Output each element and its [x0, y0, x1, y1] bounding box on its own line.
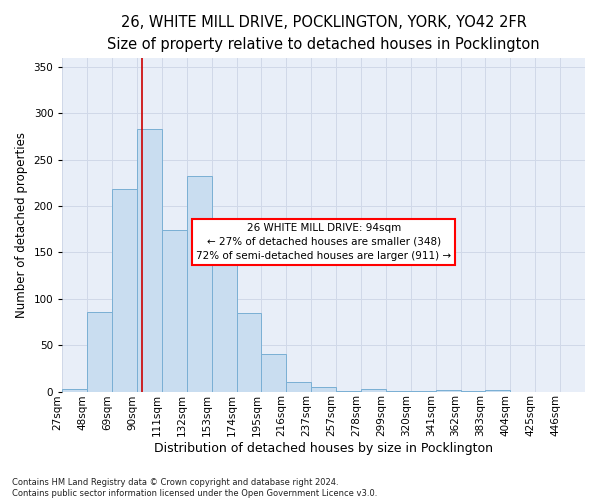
Bar [162, 230, 187, 392]
Text: Contains HM Land Registry data © Crown copyright and database right 2024.
Contai: Contains HM Land Registry data © Crown c… [12, 478, 377, 498]
Text: 26 WHITE MILL DRIVE: 94sqm
← 27% of detached houses are smaller (348)
72% of sem: 26 WHITE MILL DRIVE: 94sqm ← 27% of deta… [196, 223, 451, 261]
Bar [262, 354, 286, 392]
Bar [187, 176, 212, 392]
Bar [62, 389, 87, 392]
Bar [286, 382, 311, 392]
Y-axis label: Number of detached properties: Number of detached properties [15, 132, 28, 318]
Bar [311, 387, 336, 392]
Bar [436, 390, 461, 392]
Title: 26, WHITE MILL DRIVE, POCKLINGTON, YORK, YO42 2FR
Size of property relative to d: 26, WHITE MILL DRIVE, POCKLINGTON, YORK,… [107, 15, 540, 52]
Bar [386, 390, 411, 392]
Bar [236, 312, 262, 392]
Bar [112, 190, 137, 392]
Bar [461, 390, 485, 392]
X-axis label: Distribution of detached houses by size in Pocklington: Distribution of detached houses by size … [154, 442, 493, 455]
Bar [87, 312, 112, 392]
Bar [361, 389, 386, 392]
Bar [212, 264, 236, 392]
Bar [137, 129, 162, 392]
Bar [485, 390, 511, 392]
Bar [336, 390, 361, 392]
Bar [411, 390, 436, 392]
